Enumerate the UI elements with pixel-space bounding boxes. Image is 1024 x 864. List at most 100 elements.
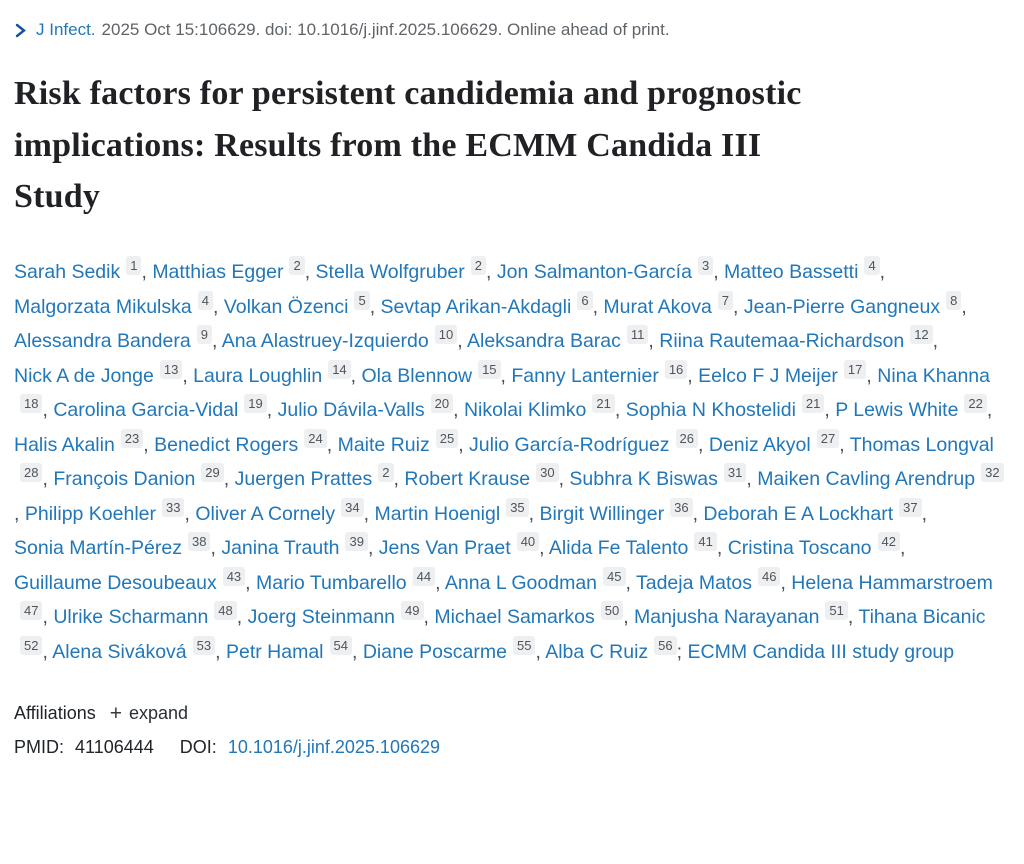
affiliation-superscript[interactable]: 26 — [675, 428, 699, 448]
affiliation-superscript[interactable]: 45 — [603, 566, 626, 586]
affiliation-superscript[interactable]: 3 — [697, 256, 714, 276]
affiliation-superscript[interactable]: 44 — [412, 566, 436, 586]
affiliation-superscript[interactable]: 21 — [592, 394, 615, 414]
author-link[interactable]: Anna L Goodman — [444, 571, 598, 594]
affiliation-superscript[interactable]: 32 — [981, 463, 1004, 483]
affiliation-superscript[interactable]: 49 — [401, 601, 424, 621]
author-link[interactable]: Michael Samarkos — [434, 606, 595, 629]
author-link[interactable]: Fanny Lanternier — [511, 364, 659, 387]
journal-chevron-icon[interactable] — [14, 23, 27, 38]
author-link[interactable]: Philipp Koehler — [24, 502, 157, 525]
affiliation-superscript[interactable]: 12 — [910, 325, 933, 345]
affiliation-superscript[interactable]: 53 — [192, 635, 216, 655]
author-link[interactable]: Ulrike Scharmann — [53, 606, 209, 629]
author-link[interactable]: Halis Akalin — [14, 433, 115, 456]
affiliation-superscript[interactable]: 10 — [434, 325, 458, 345]
affiliation-superscript[interactable]: 7 — [717, 290, 734, 310]
affiliation-superscript[interactable]: 24 — [304, 428, 327, 448]
author-link[interactable]: Thomas Longval — [849, 433, 994, 456]
affiliation-superscript[interactable]: 25 — [435, 428, 459, 448]
affiliation-superscript[interactable]: 20 — [430, 394, 454, 414]
journal-link[interactable]: J Infect. — [36, 20, 96, 39]
author-link[interactable]: Ana Alastruey-Izquierdo — [221, 330, 429, 353]
author-link[interactable]: Deniz Akyol — [708, 433, 811, 456]
affiliation-superscript[interactable]: 22 — [964, 394, 987, 414]
affiliation-superscript[interactable]: 42 — [877, 532, 900, 552]
affiliation-superscript[interactable]: 35 — [506, 497, 529, 517]
affiliation-superscript[interactable]: 27 — [816, 428, 840, 448]
affiliation-superscript[interactable]: 48 — [214, 601, 237, 621]
affiliation-superscript[interactable]: 2 — [470, 256, 486, 276]
author-link[interactable]: Tihana Bicanic — [858, 606, 986, 629]
author-link[interactable]: Oliver A Cornely — [195, 502, 336, 525]
author-link[interactable]: Sonia Martín-Pérez — [14, 537, 182, 560]
author-link[interactable]: Janina Trauth — [221, 537, 340, 560]
affiliation-superscript[interactable]: 13 — [159, 359, 183, 379]
affiliation-superscript[interactable]: 36 — [670, 497, 693, 517]
author-link[interactable]: Alba C Ruiz — [545, 640, 649, 663]
affiliation-superscript[interactable]: 2 — [289, 256, 305, 276]
affiliation-superscript[interactable]: 52 — [20, 635, 43, 655]
author-link[interactable]: Juergen Prattes — [234, 468, 373, 491]
author-link[interactable]: Stella Wolfgruber — [315, 261, 465, 284]
affiliation-superscript[interactable]: 51 — [825, 601, 848, 621]
author-link[interactable]: Sevtap Arikan-Akdagli — [380, 295, 572, 318]
author-link[interactable]: Nick A de Jonge — [14, 364, 154, 387]
author-link[interactable]: Nikolai Klimko — [463, 399, 587, 422]
author-link[interactable]: Guillaume Desoubeaux — [14, 571, 217, 594]
author-link[interactable]: Sarah Sedik — [14, 261, 121, 284]
affiliation-superscript[interactable]: 17 — [843, 359, 867, 379]
author-link[interactable]: P Lewis White — [835, 399, 959, 422]
affiliation-superscript[interactable]: 18 — [20, 394, 43, 414]
affiliation-superscript[interactable]: 9 — [196, 325, 212, 345]
author-link[interactable]: Martin Hoenigl — [374, 502, 501, 525]
affiliation-superscript[interactable]: 47 — [20, 601, 43, 621]
author-link[interactable]: Manjusha Narayanan — [634, 606, 820, 629]
author-link[interactable]: Matteo Bassetti — [724, 261, 859, 284]
author-link[interactable]: Joerg Steinmann — [247, 606, 396, 629]
affiliation-superscript[interactable]: 14 — [328, 359, 351, 379]
affiliation-superscript[interactable]: 29 — [201, 463, 224, 483]
author-link[interactable]: Alessandra Bandera — [14, 330, 191, 353]
author-link[interactable]: Carolina Garcia-Vidal — [53, 399, 239, 422]
author-link[interactable]: Birgit Willinger — [539, 502, 665, 525]
author-link[interactable]: Sophia N Khostelidi — [625, 399, 796, 422]
affiliation-superscript[interactable]: 15 — [478, 359, 501, 379]
author-link[interactable]: Subhra K Biswas — [569, 468, 718, 491]
author-link[interactable]: Murat Akova — [603, 295, 712, 318]
collective-author-link[interactable]: ECMM Candida III study group — [687, 640, 955, 663]
affiliation-superscript[interactable]: 30 — [536, 463, 559, 483]
affiliation-superscript[interactable]: 41 — [694, 532, 717, 552]
affiliation-superscript[interactable]: 40 — [516, 532, 540, 552]
affiliation-superscript[interactable]: 43 — [222, 566, 246, 586]
affiliation-superscript[interactable]: 19 — [244, 394, 267, 414]
author-link[interactable]: Aleksandra Barac — [466, 330, 621, 353]
affiliation-superscript[interactable]: 56 — [654, 635, 677, 655]
affiliation-superscript[interactable]: 28 — [20, 463, 43, 483]
affiliation-superscript[interactable]: 46 — [757, 566, 781, 586]
affiliation-superscript[interactable]: 6 — [577, 290, 593, 310]
author-link[interactable]: Benedict Rogers — [154, 433, 299, 456]
affiliation-superscript[interactable]: 11 — [626, 325, 649, 345]
author-link[interactable]: Deborah E A Lockhart — [703, 502, 894, 525]
author-link[interactable]: Jens Van Praet — [378, 537, 511, 560]
affiliation-superscript[interactable]: 16 — [664, 359, 688, 379]
affiliation-superscript[interactable]: 8 — [946, 290, 962, 310]
author-link[interactable]: Riina Rautemaa-Richardson — [659, 330, 905, 353]
author-link[interactable]: François Danion — [53, 468, 196, 491]
author-link[interactable]: Robert Krause — [404, 468, 531, 491]
author-link[interactable]: Diane Poscarme — [362, 640, 507, 663]
affiliation-superscript[interactable]: 34 — [341, 497, 364, 517]
author-link[interactable]: Eelco F J Meijer — [698, 364, 838, 387]
affiliation-superscript[interactable]: 33 — [162, 497, 185, 517]
affiliation-superscript[interactable]: 4 — [197, 290, 213, 310]
affiliation-superscript[interactable]: 54 — [329, 635, 352, 655]
author-link[interactable]: Petr Hamal — [225, 640, 324, 663]
affiliation-superscript[interactable]: 1 — [126, 256, 142, 276]
affiliation-superscript[interactable]: 2 — [378, 463, 394, 483]
expand-affiliations-button[interactable]: + expand — [110, 703, 188, 724]
author-link[interactable]: Julio Dávila-Valls — [277, 399, 425, 422]
affiliation-superscript[interactable]: 50 — [600, 601, 624, 621]
author-link[interactable]: Maiken Cavling Arendrup — [757, 468, 976, 491]
author-link[interactable]: Maite Ruiz — [337, 433, 430, 456]
